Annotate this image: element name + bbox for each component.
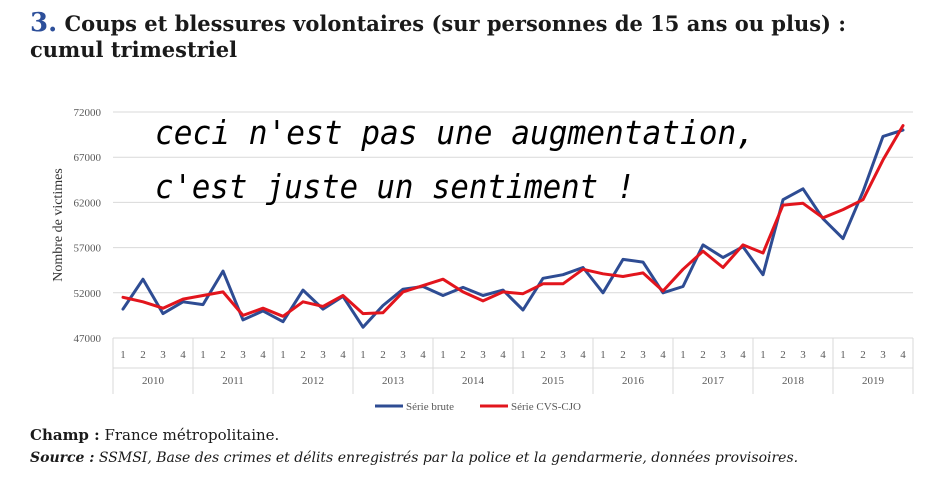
x-tick-label: 1	[200, 349, 206, 361]
x-year-label: 2016	[622, 375, 645, 387]
x-tick-label: 4	[500, 349, 506, 361]
chart-number: 3.	[30, 8, 58, 38]
annotation-text-line-2: c'est juste un sentiment !	[155, 167, 635, 206]
x-year-label: 2017	[702, 375, 725, 387]
x-tick-label: 1	[680, 349, 686, 361]
x-tick-label: 1	[520, 349, 526, 361]
x-tick-label: 2	[220, 349, 226, 361]
champ-text: France métropolitaine.	[99, 426, 280, 444]
y-tick-label: 52000	[74, 288, 102, 300]
x-tick-label: 3	[400, 349, 406, 361]
x-tick-label: 3	[480, 349, 486, 361]
y-tick-label: 72000	[74, 107, 102, 119]
champ-label: Champ :	[30, 426, 100, 444]
x-tick-label: 3	[720, 349, 726, 361]
x-tick-label: 2	[540, 349, 546, 361]
x-tick-label: 3	[800, 349, 806, 361]
x-tick-label: 3	[880, 349, 886, 361]
x-tick-label: 1	[120, 349, 126, 361]
x-tick-label: 3	[560, 349, 566, 361]
x-tick-label: 1	[840, 349, 846, 361]
chart-title-text: Coups et blessures volontaires (sur pers…	[30, 11, 847, 62]
chart-title: 3. Coups et blessures volontaires (sur p…	[30, 10, 910, 63]
source-caption: Source : SSMSI, Base des crimes et délit…	[30, 450, 798, 466]
champ-caption: Champ : France métropolitaine.	[30, 426, 279, 444]
x-tick-label: 3	[240, 349, 246, 361]
y-axis-label: Nombre de victimes	[51, 168, 66, 282]
y-tick-label: 47000	[74, 333, 102, 345]
x-tick-label: 4	[740, 349, 746, 361]
source-text: SSMSI, Base des crimes et délits enregis…	[94, 450, 799, 466]
x-tick-label: 2	[620, 349, 626, 361]
x-year-label: 2014	[462, 375, 485, 387]
source-label: Source :	[30, 450, 95, 466]
x-tick-label: 3	[160, 349, 166, 361]
x-tick-label: 1	[440, 349, 446, 361]
x-tick-label: 1	[280, 349, 286, 361]
x-year-label: 2015	[542, 375, 565, 387]
x-tick-label: 2	[140, 349, 146, 361]
y-tick-label: 57000	[74, 243, 102, 255]
x-tick-label: 1	[360, 349, 366, 361]
x-tick-label: 4	[660, 349, 666, 361]
x-year-label: 2018	[782, 375, 805, 387]
x-year-label: 2019	[862, 375, 885, 387]
x-tick-label: 2	[300, 349, 306, 361]
series-line-cvs-cjo	[121, 124, 905, 318]
x-tick-label: 4	[260, 349, 266, 361]
x-tick-label: 1	[600, 349, 606, 361]
x-tick-label: 4	[340, 349, 346, 361]
x-year-label: 2010	[142, 375, 165, 387]
x-tick-label: 1	[760, 349, 766, 361]
legend-label: Série brute	[406, 401, 454, 413]
x-tick-label: 4	[420, 349, 426, 361]
series-line-brute	[121, 128, 905, 329]
line-chart: 47000 52000 57000 62000 67000 72000 Nombre de …	[51, 107, 914, 413]
legend-label: Série CVS-CJO	[511, 401, 581, 413]
x-year-label: 2012	[302, 375, 324, 387]
x-tick-label: 4	[180, 349, 186, 361]
x-tick-label: 4	[900, 349, 906, 361]
annotation-text-line-1: ceci n'est pas une augmentation,	[155, 113, 755, 152]
x-tick-label: 4	[580, 349, 586, 361]
x-year-label: 2011	[222, 375, 244, 387]
y-tick-label: 62000	[74, 197, 102, 209]
x-tick-label: 4	[820, 349, 826, 361]
x-tick-label: 2	[380, 349, 386, 361]
x-tick-label: 2	[700, 349, 706, 361]
x-tick-label: 3	[640, 349, 646, 361]
x-tick-label: 2	[780, 349, 786, 361]
x-tick-label: 2	[460, 349, 466, 361]
y-tick-label: 67000	[74, 152, 102, 164]
x-tick-label: 3	[320, 349, 326, 361]
x-year-label: 2013	[382, 375, 405, 387]
x-tick-label: 2	[860, 349, 866, 361]
